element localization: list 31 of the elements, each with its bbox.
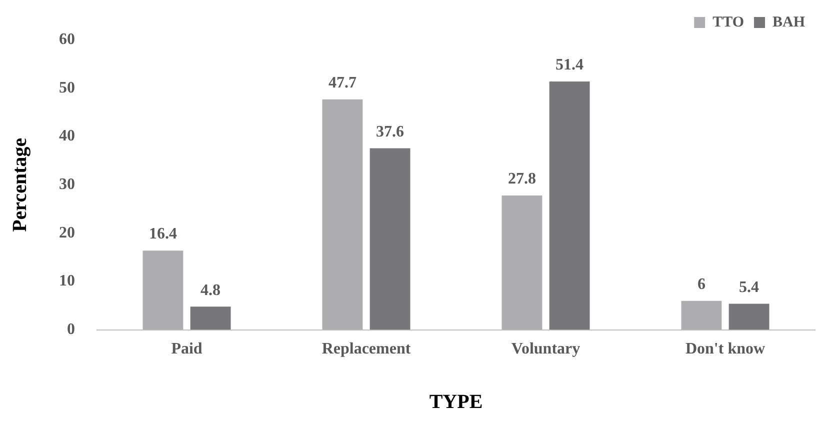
data-label: 6: [697, 276, 706, 293]
data-label: 4.8: [200, 282, 221, 299]
x-axis-title: TYPE: [429, 391, 483, 414]
bar: [502, 196, 542, 330]
data-label: 37.6: [376, 123, 404, 140]
legend-label: BAH: [772, 14, 806, 30]
y-tick-label: 30: [59, 176, 75, 194]
bar: [681, 300, 722, 330]
bar: [142, 250, 184, 330]
y-tick-label: 10: [59, 272, 75, 290]
y-tick-label: 50: [59, 79, 75, 96]
y-axis-title: Percentage: [9, 138, 32, 232]
y-tick-label: 20: [59, 224, 75, 242]
bar: [549, 82, 590, 330]
y-tick-label: 0: [67, 320, 75, 338]
legend-label: TTO: [712, 14, 744, 30]
bar: [322, 99, 363, 330]
x-tick-label: Don't know: [685, 340, 766, 358]
x-tick-label: Voluntary: [511, 340, 580, 358]
bar: [370, 148, 410, 330]
data-label: 27.8: [508, 170, 536, 188]
x-tick-label: Paid: [171, 340, 202, 358]
bar: [728, 304, 770, 330]
y-tick-label: 40: [59, 128, 75, 145]
data-label: 51.4: [556, 56, 584, 74]
data-label: 47.7: [328, 74, 356, 92]
bar: [190, 306, 231, 330]
data-label: 16.4: [148, 226, 177, 243]
y-tick-label: 60: [59, 31, 75, 48]
data-label: 5.4: [739, 278, 760, 296]
x-tick-label: Replacement: [322, 340, 412, 358]
